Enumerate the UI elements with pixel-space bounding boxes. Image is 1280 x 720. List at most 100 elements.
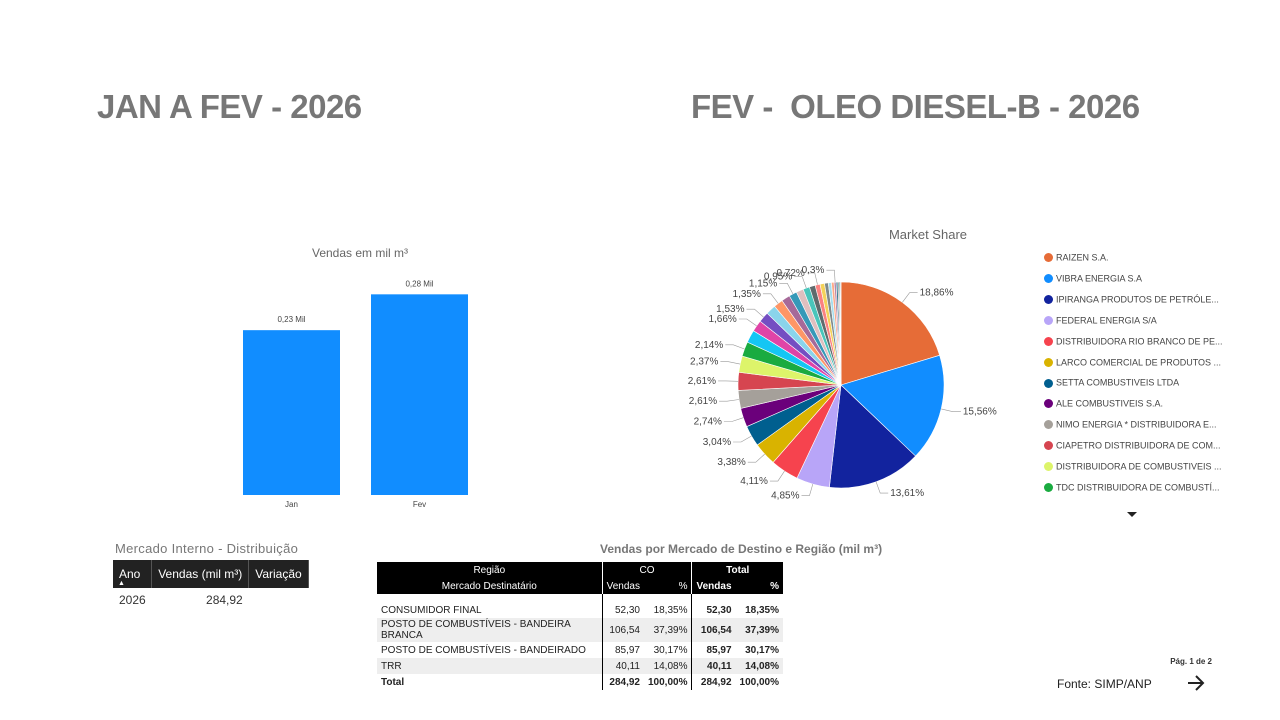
table-row: POSTO DE COMBUSTÍVEIS - BANDEIRA BRANCA … <box>377 618 783 642</box>
legend-label: LARCO COMERCIAL DE PRODUTOS ... <box>1056 357 1222 368</box>
slice-data-label: 0,72% <box>776 268 804 279</box>
bar-fev[interactable] <box>371 294 468 495</box>
header-total-pct: % <box>735 578 783 594</box>
legend-item[interactable]: NIMO ENERGIA * DISTRIBUIDORA E... <box>1044 419 1217 433</box>
cell-total-vendas: 40,11 <box>691 658 736 674</box>
header-co: CO <box>601 562 692 578</box>
cell-total-pct: 14,08% <box>735 658 783 674</box>
arrow-right-icon[interactable] <box>1186 674 1206 692</box>
slice-data-label: 1,35% <box>733 289 761 300</box>
leader-line <box>826 269 836 283</box>
slice-data-label: 2,61% <box>689 396 717 407</box>
legend-label: NIMO ENERGIA * DISTRIBUIDORA E... <box>1056 419 1217 430</box>
leader-line <box>747 453 765 463</box>
cell-total-vendas: 106,54 <box>691 618 736 642</box>
leader-line <box>738 318 757 327</box>
legend-item[interactable]: IPIRANGA PRODUTOS DE PETRÓLE... <box>1044 294 1219 308</box>
leader-line <box>875 481 889 494</box>
col-header-vendas[interactable]: Vendas (mil m³) <box>151 560 250 588</box>
legend-scroll-down-icon[interactable] <box>1126 511 1138 519</box>
legend-item[interactable]: LARCO COMERCIAL DE PRODUTOS ... <box>1044 357 1221 371</box>
legend-marker <box>1044 357 1053 367</box>
cell-co-vendas: 284,92 <box>609 676 640 688</box>
cell-co-pct: 100,00% <box>644 674 693 690</box>
leader-line <box>941 408 961 412</box>
legend-item[interactable]: CIAPETRO DISTRIBUIDORA DE COM... <box>1044 440 1221 454</box>
legend-item[interactable]: RAIZEN S.A. <box>1044 252 1109 266</box>
pie-slice[interactable] <box>840 281 940 386</box>
sort-up-icon: ▲ <box>118 580 125 587</box>
pie-slice[interactable] <box>839 281 842 386</box>
header-co-pct: % <box>644 578 692 594</box>
leader-line <box>779 282 794 295</box>
slice-data-label: 1,53% <box>716 304 744 315</box>
legend-label: DISTRIBUIDORA RIO BRANCO DE PE... <box>1056 336 1223 347</box>
legend-item[interactable]: SETTA COMBUSTIVEIS LTDA <box>1044 377 1179 391</box>
slice-data-label: 2,37% <box>690 357 718 368</box>
table-row: 2026 284,92 <box>113 588 308 612</box>
total-label: Total <box>377 674 603 690</box>
cell-co-pct: 14,08% <box>644 658 693 674</box>
header-total-vendas: Vendas <box>691 578 736 594</box>
pie-slice[interactable] <box>840 354 945 457</box>
slice-data-label: 4,85% <box>771 491 799 502</box>
legend-item[interactable]: DISTRIBUIDORA DE COMBUSTIVEIS ... <box>1044 461 1222 475</box>
header-regiao: Região <box>377 562 603 578</box>
legend-marker <box>1044 462 1053 472</box>
leader-line <box>801 484 814 496</box>
header-mercado: Mercado Destinatário <box>377 578 603 594</box>
cell-co-vendas: 40,11 <box>602 658 644 674</box>
cell-ano: 2026 <box>119 593 146 607</box>
col-header-ano[interactable]: Ano ▲ <box>113 560 153 588</box>
cell-co-vendas: 52,30 <box>614 604 640 616</box>
legend-item[interactable]: ALE COMBUSTIVEIS S.A. <box>1044 398 1163 412</box>
cell-variacao <box>249 588 308 612</box>
legend-label: RAIZEN S.A. <box>1056 252 1109 263</box>
bar-chart: 0,23 Mil Jan 0,28 Mil Fev <box>243 279 468 509</box>
mercado-interno-table: Ano ▲ Vendas (mil m³) Variação 2026 284,9… <box>113 560 309 612</box>
legend-item[interactable]: TDC DISTRIBUIDORA DE COMBUSTÍ... <box>1044 482 1220 496</box>
page-indicator: Pág. 1 de 2 <box>1170 657 1212 666</box>
cell-co-vendas: 85,97 <box>614 644 640 656</box>
slice-data-label: 13,61% <box>890 488 924 499</box>
cell-co-pct: 18,35% <box>644 602 693 618</box>
col-header-variacao[interactable]: Variação <box>248 560 309 588</box>
cell-total-vendas: 284,92 <box>700 676 732 688</box>
legend-marker <box>1044 420 1053 430</box>
row-label: CONSUMIDOR FINAL <box>377 602 603 618</box>
slice-data-label: 2,61% <box>688 376 716 387</box>
source-text: Fonte: SIMP/ANP <box>1057 677 1152 691</box>
legend-marker <box>1044 253 1053 263</box>
vendas-table: Região CO Total Mercado Destinatário Ven… <box>377 562 783 690</box>
cell-vendas: 284,92 <box>206 593 243 607</box>
mercado-interno-title: Mercado Interno - Distribuição <box>115 541 299 556</box>
legend-item[interactable]: FEDERAL ENERGIA S/A <box>1044 315 1157 329</box>
legend-marker <box>1044 399 1053 409</box>
legend-label: CIAPETRO DISTRIBUIDORA DE COM... <box>1056 440 1221 451</box>
x-tick-label: Fev <box>413 500 426 509</box>
table-row: TRR 40,11 14,08% 40,11 14,08% <box>377 658 783 674</box>
slice-data-label: 0,3% <box>802 265 825 276</box>
leader-line <box>719 399 740 402</box>
cell-total-vendas: 85,97 <box>706 644 732 656</box>
legend-label: FEDERAL ENERGIA S/A <box>1056 315 1157 326</box>
leader-line <box>746 308 764 318</box>
legend-item[interactable]: DISTRIBUIDORA RIO BRANCO DE PE... <box>1044 336 1223 350</box>
header-total: Total <box>691 562 783 578</box>
legend-label: IPIRANGA PRODUTOS DE PETRÓLE... <box>1056 294 1219 305</box>
slice-data-label: 18,86% <box>920 288 954 299</box>
row-label: POSTO DE COMBUSTÍVEIS - BANDEIRADO <box>377 642 603 658</box>
cell-total-pct: 30,17% <box>745 644 779 656</box>
pie-chart: 18,86% 15,56% 13,61% 4,85%4,11% 3,38% 3,04% 2,… <box>688 265 997 502</box>
slice-data-label: 4,11% <box>740 476 768 487</box>
legend-label: SETTA COMBUSTIVEIS LTDA <box>1056 378 1180 389</box>
legend-label: ALE COMBUSTIVEIS S.A. <box>1056 398 1164 409</box>
leader-line <box>806 272 818 285</box>
slice-data-label: 1,15% <box>749 278 777 289</box>
bar-jan[interactable] <box>243 330 340 495</box>
legend-item[interactable]: VIBRA ENERGIA S.A <box>1044 273 1142 287</box>
pie-chart-title: Market Share <box>888 227 968 242</box>
leader-line <box>725 344 745 350</box>
cell-total-pct: 100,00% <box>739 676 779 688</box>
table-total-row: Total 284,92 100,00% 284,92 100,00% <box>377 674 783 690</box>
